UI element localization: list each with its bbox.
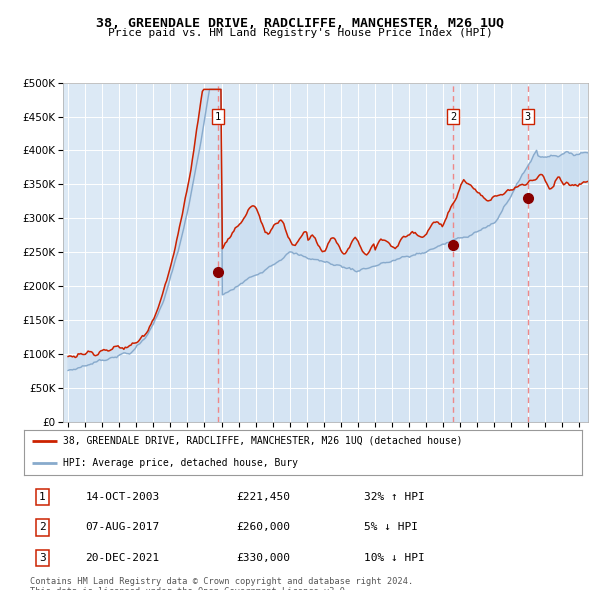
- Text: Contains HM Land Registry data © Crown copyright and database right 2024.
This d: Contains HM Land Registry data © Crown c…: [30, 577, 413, 590]
- Text: 32% ↑ HPI: 32% ↑ HPI: [364, 492, 425, 502]
- Text: £260,000: £260,000: [236, 523, 290, 532]
- Text: 38, GREENDALE DRIVE, RADCLIFFE, MANCHESTER, M26 1UQ (detached house): 38, GREENDALE DRIVE, RADCLIFFE, MANCHEST…: [63, 436, 463, 446]
- Text: £221,450: £221,450: [236, 492, 290, 502]
- Text: 10% ↓ HPI: 10% ↓ HPI: [364, 553, 425, 563]
- Text: 20-DEC-2021: 20-DEC-2021: [85, 553, 160, 563]
- Text: 14-OCT-2003: 14-OCT-2003: [85, 492, 160, 502]
- Text: 3: 3: [39, 553, 46, 563]
- Text: £330,000: £330,000: [236, 553, 290, 563]
- Text: 5% ↓ HPI: 5% ↓ HPI: [364, 523, 418, 532]
- Text: Price paid vs. HM Land Registry's House Price Index (HPI): Price paid vs. HM Land Registry's House …: [107, 28, 493, 38]
- Text: 07-AUG-2017: 07-AUG-2017: [85, 523, 160, 532]
- Text: 38, GREENDALE DRIVE, RADCLIFFE, MANCHESTER, M26 1UQ: 38, GREENDALE DRIVE, RADCLIFFE, MANCHEST…: [96, 17, 504, 30]
- Text: HPI: Average price, detached house, Bury: HPI: Average price, detached house, Bury: [63, 458, 298, 468]
- Text: 2: 2: [39, 523, 46, 532]
- Text: 2: 2: [450, 112, 456, 122]
- Text: 1: 1: [215, 112, 221, 122]
- Text: 1: 1: [39, 492, 46, 502]
- Text: 3: 3: [525, 112, 531, 122]
